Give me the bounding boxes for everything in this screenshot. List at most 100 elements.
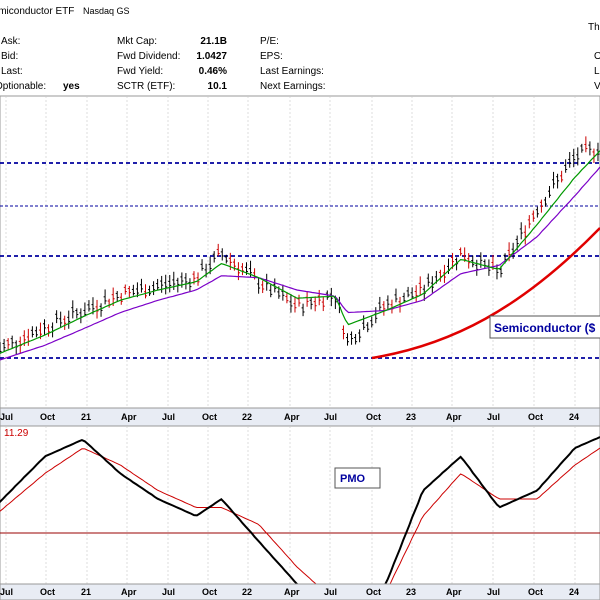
price-bar bbox=[539, 199, 543, 213]
optionable-label: Optionable: bbox=[0, 81, 46, 92]
price-bar bbox=[47, 324, 51, 337]
price-bar bbox=[596, 142, 600, 162]
price-bar bbox=[83, 302, 87, 317]
semiconductor-label: Semiconductor ($ bbox=[494, 321, 596, 335]
price-bar bbox=[2, 338, 6, 352]
price-bar bbox=[301, 303, 305, 317]
price-x-tick-9: Oct bbox=[366, 412, 381, 422]
price-bar bbox=[115, 291, 119, 302]
price-x-tick-2: 21 bbox=[81, 412, 91, 422]
pmo-x-tick-1: Oct bbox=[40, 587, 55, 597]
header-area: Semiconductor ETF Nasdaq GS Ask: Mkt Cap… bbox=[0, 0, 600, 95]
price-bar bbox=[200, 259, 204, 271]
price-bar bbox=[459, 247, 463, 256]
price-bar bbox=[212, 251, 216, 263]
price-bar bbox=[548, 185, 551, 198]
price-bar bbox=[329, 287, 333, 307]
price-x-tick-5: Oct bbox=[202, 412, 217, 422]
pmo-x-tick-14: 24 bbox=[569, 587, 579, 597]
price-x-tick-3: Apr bbox=[121, 412, 137, 422]
price-bar bbox=[87, 300, 91, 312]
price-bar bbox=[463, 247, 467, 262]
price-bar bbox=[269, 284, 273, 298]
price-bar bbox=[273, 278, 277, 293]
pmo-x-tick-10: 23 bbox=[406, 587, 416, 597]
price-bar bbox=[362, 315, 366, 330]
pmo-x-tick-0: Jul bbox=[0, 587, 13, 597]
price-bar bbox=[123, 284, 127, 295]
pmo-x-tick-8: Jul bbox=[324, 587, 337, 597]
price-bar bbox=[370, 316, 374, 328]
price-bar bbox=[43, 319, 46, 335]
price-bar bbox=[471, 255, 475, 268]
chart-title: Semiconductor ETF bbox=[0, 6, 74, 17]
price-x-tick-4: Jul bbox=[162, 412, 175, 422]
price-bar bbox=[285, 292, 289, 304]
price-bar bbox=[188, 278, 192, 292]
optionable-value: yes bbox=[63, 81, 80, 92]
price-bar bbox=[103, 289, 107, 305]
price-x-axis: Jul Oct 21 Apr Jul Oct 22 Apr Jul Oct 23 Apr Jul Oct 2… bbox=[0, 407, 600, 427]
price-x-tick-6: 22 bbox=[242, 412, 252, 422]
trend-arc bbox=[371, 227, 600, 360]
price-bar bbox=[119, 292, 123, 305]
price-bar bbox=[196, 272, 200, 286]
price-bar bbox=[164, 274, 168, 295]
ask-label: Ask: bbox=[1, 36, 20, 47]
pmo-panel-bg bbox=[0, 425, 600, 585]
price-bar bbox=[224, 254, 228, 264]
pmo-x-tick-6: 22 bbox=[242, 587, 252, 597]
price-x-tick-13: Oct bbox=[528, 412, 543, 422]
price-bar bbox=[572, 148, 576, 168]
sctr-value: 10.1 bbox=[208, 81, 228, 92]
mktcap-value: 21.1B bbox=[200, 36, 227, 47]
price-bar bbox=[257, 277, 261, 294]
pmo-label: PMO bbox=[340, 473, 366, 485]
price-x-tick-10: 23 bbox=[406, 412, 416, 422]
price-bar bbox=[55, 310, 59, 324]
price-bar bbox=[580, 143, 584, 153]
price-bar bbox=[10, 335, 14, 349]
next-earnings-label: Next Earnings: bbox=[260, 81, 326, 92]
price-bar bbox=[127, 285, 131, 298]
pmo-x-axis: Jul Oct 21 Apr Jul Oct 22 Apr Jul Oct 23 Apr Jul Oct 2… bbox=[0, 583, 600, 600]
price-bar bbox=[91, 297, 95, 315]
price-bar bbox=[34, 326, 38, 338]
price-bar bbox=[67, 310, 71, 329]
price-bar bbox=[75, 308, 79, 319]
price-bar bbox=[386, 295, 390, 310]
price-x-tick-8: Jul bbox=[324, 412, 337, 422]
pe-label: P/E: bbox=[260, 36, 279, 47]
price-bar bbox=[59, 311, 63, 328]
support-resistance-lines bbox=[0, 162, 600, 359]
price-bar bbox=[0, 342, 2, 354]
price-bar bbox=[584, 136, 588, 153]
price-bar bbox=[354, 334, 358, 345]
price-bar bbox=[382, 301, 386, 316]
pmo-x-tick-11: Apr bbox=[446, 587, 462, 597]
price-bar bbox=[160, 275, 164, 293]
price-bar bbox=[418, 276, 422, 296]
price-bar bbox=[527, 215, 531, 229]
price-bar bbox=[297, 294, 301, 307]
pmo-x-tick-5: Oct bbox=[202, 587, 217, 597]
price-bar bbox=[531, 210, 535, 222]
price-bar bbox=[63, 315, 67, 330]
last-label: Last: bbox=[1, 66, 23, 77]
fwd-dividend-label: Fwd Dividend: bbox=[117, 51, 180, 62]
price-x-tick-0: Jul bbox=[0, 412, 13, 422]
price-bar bbox=[289, 294, 293, 313]
price-bar bbox=[139, 278, 143, 293]
eps-label: EPS: bbox=[260, 51, 283, 62]
price-bar bbox=[148, 285, 152, 296]
price-bar bbox=[6, 338, 10, 350]
ma-fast-line bbox=[0, 150, 600, 354]
fwd-dividend-value: 1.0427 bbox=[196, 51, 227, 62]
price-bar bbox=[402, 292, 406, 303]
price-x-tick-7: Apr bbox=[284, 412, 300, 422]
price-bar bbox=[135, 282, 139, 298]
price-panel: Semiconductor ($ bbox=[0, 95, 600, 409]
pmo-value: 11.29 bbox=[4, 428, 29, 439]
pmo-x-tick-13: Oct bbox=[528, 587, 543, 597]
